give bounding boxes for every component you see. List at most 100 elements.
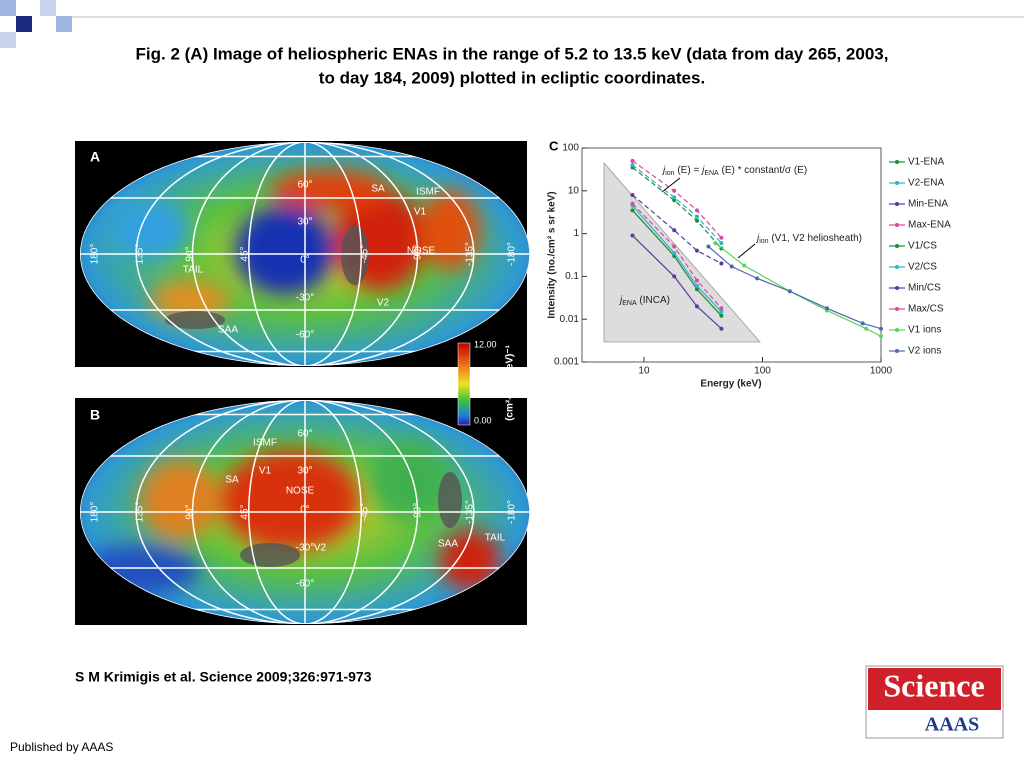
x-tick-label: 100 — [754, 366, 771, 377]
feature-label: V2 — [377, 298, 390, 309]
panel-label: A — [90, 149, 100, 165]
colorbar-tick: 12.00 — [474, 339, 497, 349]
latitude-label: 0° — [300, 255, 310, 266]
series-point — [630, 201, 635, 206]
annotation-part: j — [700, 165, 705, 176]
citation: S M Krimigis et al. Science 2009;326:971… — [75, 669, 372, 685]
legend-label: V2/CS — [908, 262, 937, 273]
series-point — [729, 264, 734, 269]
feature-label: SAA — [438, 539, 458, 550]
series-line — [714, 242, 882, 337]
series-point — [719, 261, 724, 266]
latitude-label: 60° — [297, 429, 312, 440]
y-tick-label: 0.001 — [554, 357, 579, 368]
annotation-part: j — [755, 233, 760, 244]
latitude-label: -30° — [296, 293, 314, 304]
legend-label: Min-ENA — [908, 199, 948, 210]
annotation: jion (E) = jENA (E) * constant/σ (E) — [661, 165, 807, 177]
latitude-label: -60° — [296, 330, 314, 341]
colorbar-label: (cm²-sr-s-keV)⁻¹ — [505, 344, 516, 421]
annotation-part: (V1, V2 heliosheath) — [769, 233, 862, 244]
series-point — [706, 244, 711, 249]
annotation-arrow — [661, 177, 681, 193]
annotation-part: ENA — [704, 170, 719, 177]
series-point — [630, 208, 635, 213]
feature-label: V1 — [259, 466, 272, 477]
series-line — [632, 194, 722, 265]
annotation-part: j — [661, 165, 666, 176]
x-tick-label: 1000 — [870, 366, 893, 377]
y-axis-label: Intensity (no./cm² s sr keV) — [547, 191, 558, 318]
series-point — [719, 241, 724, 246]
legend-label: V2-ENA — [908, 178, 944, 189]
legend-label: V1-ENA — [908, 157, 944, 168]
y-tick-label: 1 — [573, 228, 579, 239]
latitude-label: -30° — [296, 543, 314, 554]
longitude-label: 90° — [185, 246, 196, 261]
series-point — [824, 306, 829, 311]
longitude-label: 135° — [135, 502, 146, 523]
series-point — [787, 289, 792, 294]
legend-marker — [895, 223, 899, 227]
panel-label: B — [90, 407, 100, 423]
annotation-part: (E) * constant/σ (E) — [719, 165, 807, 176]
x-axis-label: Energy (keV) — [700, 379, 761, 390]
annotation: jion (V1, V2 heliosheath) — [755, 233, 862, 245]
legend-marker — [895, 307, 899, 311]
series-line — [632, 160, 722, 239]
series-point — [630, 163, 635, 168]
latitude-label: 30° — [297, 466, 312, 477]
feature-label: V2 — [314, 543, 327, 554]
annotation-part: ion — [665, 170, 674, 177]
colorbar-tick: 6.00 — [474, 377, 492, 387]
legend-marker — [895, 286, 899, 290]
feature-label: SA — [225, 475, 239, 486]
series-point — [694, 248, 699, 253]
series-line — [632, 235, 722, 330]
footer: Published by AAAS — [10, 740, 113, 754]
plot-frame — [581, 147, 882, 363]
series-point — [672, 188, 677, 193]
legend-marker — [895, 349, 899, 353]
longitude-label: -90° — [413, 503, 424, 521]
legend-label: V2 ions — [908, 346, 941, 357]
colorbar-tick: 0.00 — [474, 415, 492, 425]
annotation-part: ENA — [622, 300, 637, 307]
series-point — [755, 276, 760, 281]
series-point — [630, 192, 635, 197]
feature-label: ISMF — [416, 187, 440, 198]
colorbar — [457, 342, 471, 426]
logo-text: Science — [883, 667, 984, 703]
y-tick-label: 100 — [562, 143, 579, 154]
series-point — [713, 241, 718, 246]
y-tick-label: 0.1 — [565, 271, 579, 282]
series-line — [632, 209, 722, 317]
series-point — [879, 326, 883, 331]
series-point — [719, 235, 724, 240]
series-point — [672, 274, 677, 279]
longitude-label: 180° — [90, 502, 101, 523]
series-line — [632, 205, 722, 313]
series-point — [672, 195, 677, 200]
legend-label: Max-ENA — [908, 220, 951, 231]
series-line — [632, 164, 722, 244]
series-point — [860, 321, 865, 326]
y-tick-label: 10 — [568, 185, 580, 196]
series-point — [864, 326, 869, 331]
feature-label: NOSE — [286, 486, 315, 497]
series-point — [630, 233, 635, 238]
feature-label: NOSE — [407, 246, 436, 257]
logo-red — [868, 668, 1001, 710]
series-point — [672, 251, 677, 256]
longitude-label: -45° — [360, 503, 371, 521]
series-line — [632, 203, 722, 309]
logo-aaas: AAAS — [925, 714, 979, 736]
series-point — [694, 218, 699, 223]
series-line — [632, 167, 722, 249]
legend-marker — [895, 202, 899, 206]
legend-label: V1 ions — [908, 325, 941, 336]
legend-label: Max/CS — [908, 304, 944, 315]
title-line: to day 184, 2009) plotted in ecliptic co… — [319, 68, 705, 87]
